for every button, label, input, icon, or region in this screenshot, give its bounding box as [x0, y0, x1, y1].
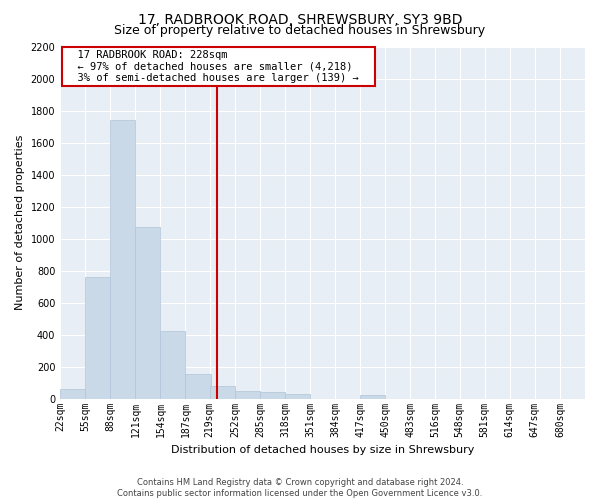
Bar — [136, 228, 160, 398]
Bar — [85, 277, 110, 398]
Bar — [160, 332, 185, 398]
Bar — [185, 374, 211, 398]
Bar — [285, 394, 310, 398]
X-axis label: Distribution of detached houses by size in Shrewsbury: Distribution of detached houses by size … — [171, 445, 474, 455]
Bar — [60, 389, 85, 398]
Bar — [260, 392, 285, 398]
Text: Size of property relative to detached houses in Shrewsbury: Size of property relative to detached ho… — [115, 24, 485, 37]
Bar — [210, 386, 235, 398]
Text: Contains HM Land Registry data © Crown copyright and database right 2024.
Contai: Contains HM Land Registry data © Crown c… — [118, 478, 482, 498]
Text: 17 RADBROOK ROAD: 228sqm  
  ← 97% of detached houses are smaller (4,218)  
  3%: 17 RADBROOK ROAD: 228sqm ← 97% of detach… — [65, 50, 371, 83]
Y-axis label: Number of detached properties: Number of detached properties — [15, 135, 25, 310]
Text: 17, RADBROOK ROAD, SHREWSBURY, SY3 9BD: 17, RADBROOK ROAD, SHREWSBURY, SY3 9BD — [138, 12, 462, 26]
Bar — [360, 396, 385, 398]
Bar — [235, 391, 260, 398]
Bar — [110, 120, 136, 398]
